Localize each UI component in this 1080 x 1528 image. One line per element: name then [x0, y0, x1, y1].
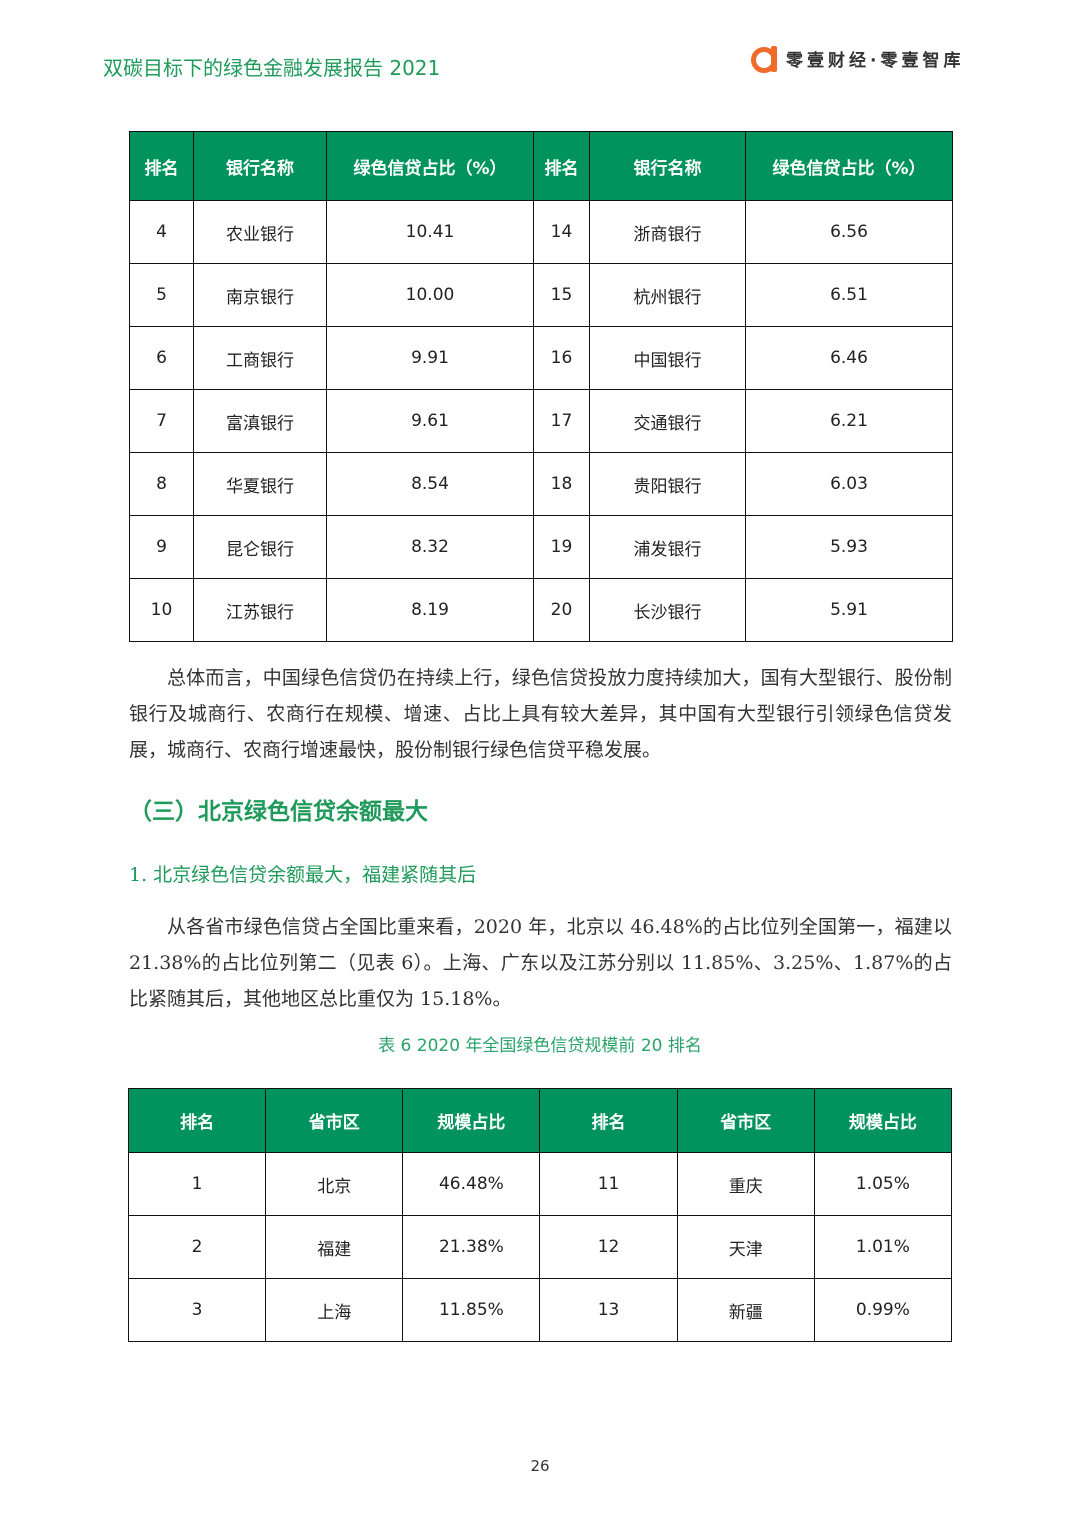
table-row: 2 福建 21.38% 12 天津 1.01% [127, 1215, 953, 1279]
table-row: 8 华夏银行 8.54 18 贵阳银行 6.03 [129, 452, 953, 516]
table-cell: 昆仑银行 [193, 515, 327, 579]
column-header: 规模占比 [402, 1088, 541, 1153]
table-cell: 5 [129, 263, 194, 327]
table-cell: 8 [129, 452, 194, 516]
table-cell: 1.05% [813, 1152, 953, 1216]
table-cell: 6.03 [745, 452, 953, 516]
brand: 零壹财经·零壹智库 [750, 44, 965, 73]
table-cell: 10.00 [326, 263, 534, 327]
column-header: 排名 [533, 131, 590, 201]
table-row: 3 上海 11.85% 13 新疆 0.99% [127, 1278, 953, 1342]
table-row: 9 昆仑银行 8.32 19 浦发银行 5.93 [129, 515, 953, 579]
column-header: 排名 [539, 1088, 678, 1153]
table-cell: 8.32 [326, 515, 534, 579]
table-cell: 19 [533, 515, 590, 579]
table-cell: 5.93 [745, 515, 953, 579]
table-cell: 10 [129, 578, 194, 642]
table-row: 5 南京银行 10.00 15 杭州银行 6.51 [129, 263, 953, 327]
table-cell: 新疆 [676, 1278, 815, 1342]
table-cell: 10.41 [326, 200, 534, 264]
table-cell: 12 [539, 1215, 678, 1279]
table-cell: 交通银行 [589, 389, 746, 453]
paragraph: 从各省市绿色信贷占全国比重来看，2020 年，北京以 46.48%的占比位列全国… [129, 916, 952, 1010]
section-heading: （三）北京绿色信贷余额最大 [129, 799, 428, 825]
table-cell: 3 [127, 1278, 267, 1342]
table-cell: 6.56 [745, 200, 953, 264]
table-cell: 中国银行 [589, 326, 746, 390]
table-cell: 9.61 [326, 389, 534, 453]
table-cell: 15 [533, 263, 590, 327]
document-title: 双碳目标下的绿色金融发展报告 2021 [103, 56, 441, 80]
table-cell: 16 [533, 326, 590, 390]
column-header: 规模占比 [813, 1088, 953, 1153]
table-row: 4 农业银行 10.41 14 浙商银行 6.56 [129, 200, 953, 264]
table-cell: 9 [129, 515, 194, 579]
brand-logo-icon [750, 44, 778, 73]
table-cell: 46.48% [402, 1152, 541, 1216]
table-cell: 11.85% [402, 1278, 541, 1342]
table-cell: 福建 [265, 1215, 404, 1279]
page-number: 26 [530, 1457, 550, 1475]
province-green-credit-table: 排名 省市区 规模占比 排名 省市区 规模占比 1 北京 46.48% 11 重庆 1.05% 2 福建… [127, 1088, 953, 1342]
column-header: 排名 [129, 131, 194, 201]
table-row: 6 工商银行 9.91 16 中国银行 6.46 [129, 326, 953, 390]
table-cell: 重庆 [676, 1152, 815, 1216]
table-caption: 表 6 2020 年全国绿色信贷规模前 20 排名 [378, 1036, 702, 1056]
table-cell: 杭州银行 [589, 263, 746, 327]
table-cell: 8.19 [326, 578, 534, 642]
table-cell: 北京 [265, 1152, 404, 1216]
table-cell: 11 [539, 1152, 678, 1216]
table-cell: 浙商银行 [589, 200, 746, 264]
table-cell: 8.54 [326, 452, 534, 516]
column-header: 省市区 [676, 1088, 815, 1153]
table-cell: 贵阳银行 [589, 452, 746, 516]
table-cell: 0.99% [813, 1278, 953, 1342]
table-cell: 13 [539, 1278, 678, 1342]
table-cell: 7 [129, 389, 194, 453]
table-cell: 6 [129, 326, 194, 390]
table-cell: 6.21 [745, 389, 953, 453]
table-row: 10 江苏银行 8.19 20 长沙银行 5.91 [129, 578, 953, 642]
table-cell: 工商银行 [193, 326, 327, 390]
table-cell: 天津 [676, 1215, 815, 1279]
table-cell: 1.01% [813, 1215, 953, 1279]
table-row: 7 富滇银行 9.61 17 交通银行 6.21 [129, 389, 953, 453]
table-cell: 21.38% [402, 1215, 541, 1279]
column-header: 银行名称 [193, 131, 327, 201]
table-cell: 14 [533, 200, 590, 264]
table-cell: 20 [533, 578, 590, 642]
table-cell: 华夏银行 [193, 452, 327, 516]
table-cell: 农业银行 [193, 200, 327, 264]
table-cell: 上海 [265, 1278, 404, 1342]
table-cell: 江苏银行 [193, 578, 327, 642]
column-header: 银行名称 [589, 131, 746, 201]
table-cell: 6.51 [745, 263, 953, 327]
table-cell: 4 [129, 200, 194, 264]
table-cell: 南京银行 [193, 263, 327, 327]
table-cell: 17 [533, 389, 590, 453]
paragraph: 总体而言，中国绿色信贷仍在持续上行，绿色信贷投放力度持续加大，国有大型银行、股份… [129, 667, 952, 761]
column-header: 绿色信贷占比（%） [745, 131, 953, 201]
table-cell: 浦发银行 [589, 515, 746, 579]
table-cell: 5.91 [745, 578, 953, 642]
bank-green-credit-table: 排名 银行名称 绿色信贷占比（%） 排名 银行名称 绿色信贷占比（%） 4 农业银行 10.4… [129, 131, 953, 642]
table-cell: 富滇银行 [193, 389, 327, 453]
subsection-heading: 1. 北京绿色信贷余额最大，福建紧随其后 [129, 864, 477, 886]
column-header: 绿色信贷占比（%） [326, 131, 534, 201]
table-cell: 6.46 [745, 326, 953, 390]
table-cell: 18 [533, 452, 590, 516]
table-cell: 长沙银行 [589, 578, 746, 642]
column-header: 省市区 [265, 1088, 404, 1153]
column-header: 排名 [127, 1088, 267, 1153]
brand-name: 零壹财经·零壹智库 [786, 50, 965, 71]
table-cell: 2 [127, 1215, 267, 1279]
table-row: 1 北京 46.48% 11 重庆 1.05% [127, 1152, 953, 1216]
table-cell: 9.91 [326, 326, 534, 390]
table-cell: 1 [127, 1152, 267, 1216]
